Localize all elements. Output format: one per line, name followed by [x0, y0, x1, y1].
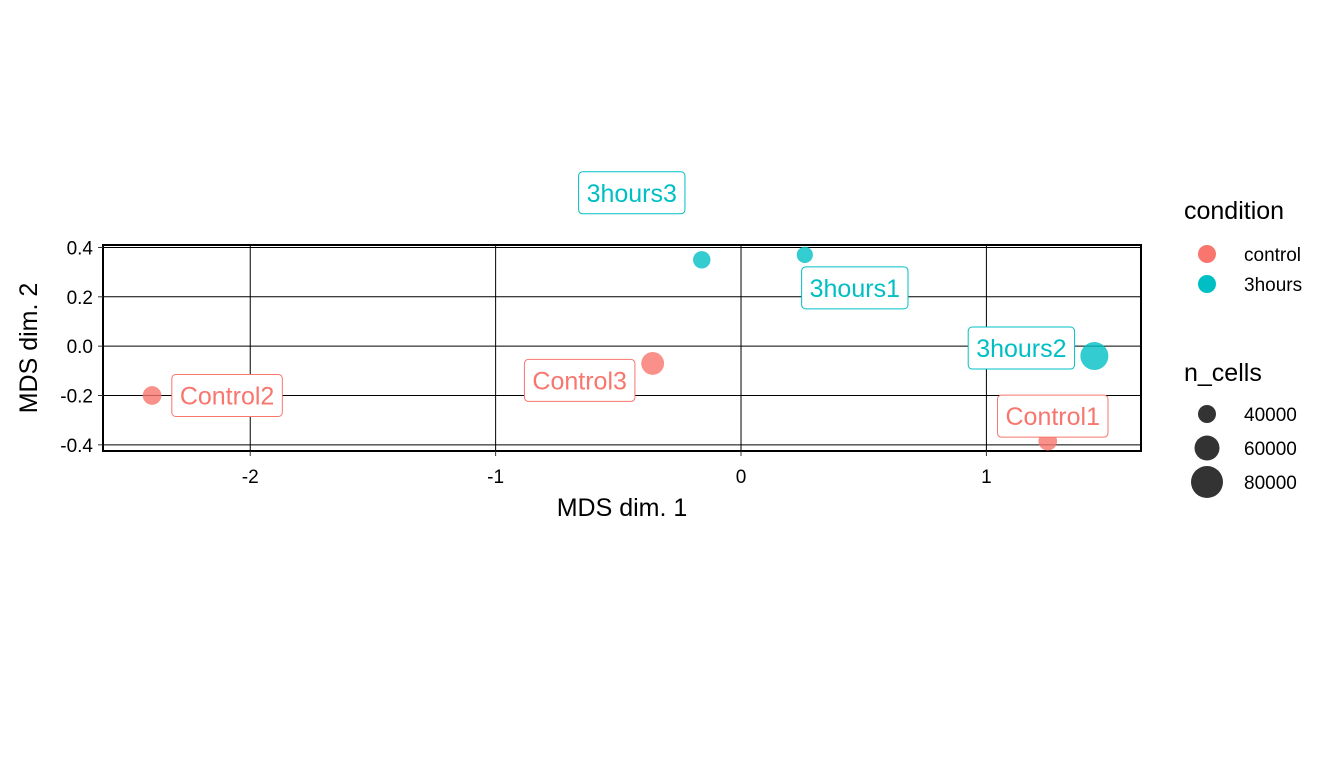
x-tick-label: 0	[736, 467, 747, 488]
plot-panel-border	[102, 244, 1142, 452]
label-text: 3hours3	[587, 180, 677, 208]
point-labels: Control2 Control3 Control1 3hours3 3hours1 3h…	[171, 171, 1109, 438]
y-tick-label: 0.4	[67, 238, 94, 259]
label-box	[967, 326, 1076, 370]
point-control3	[641, 351, 665, 375]
x-tick-label: -1	[487, 467, 504, 488]
grid-lines	[103, 245, 1141, 451]
label-box	[578, 171, 686, 215]
label-text: 3hours2	[976, 335, 1066, 363]
y-tick-label: 0.0	[67, 337, 93, 358]
point-3hours3	[693, 251, 711, 269]
point-control2	[142, 386, 162, 405]
x-tick-label: 1	[981, 467, 992, 488]
legend-label-3hours: 3hours	[1244, 275, 1302, 296]
legend-condition-title: condition	[1184, 197, 1284, 225]
y-axis-title: MDS dim. 2	[15, 283, 43, 414]
x-axis: -2 -1 0 1	[242, 451, 992, 488]
legend-size-label: 40000	[1244, 405, 1297, 426]
x-tick-label: -2	[242, 467, 259, 488]
y-tick-label: -0.4	[60, 436, 93, 457]
label-box	[523, 358, 636, 402]
label-text: 3hours1	[810, 275, 900, 303]
legend-size-label: 80000	[1244, 473, 1297, 494]
point-label-control2: Control2	[171, 373, 283, 417]
label-text: Control1	[1006, 403, 1101, 431]
label-text: Control2	[180, 382, 275, 410]
legend-swatch-3hours	[1198, 275, 1216, 293]
label-box	[997, 394, 1109, 438]
point-label-3hours3: 3hours3	[578, 171, 686, 215]
legend-size-label: 60000	[1244, 439, 1297, 460]
data-points	[142, 246, 1109, 451]
point-label-3hours1: 3hours1	[801, 266, 909, 310]
point-label-control3: Control3	[523, 358, 636, 402]
y-tick-label: 0.2	[67, 288, 93, 309]
y-axis: 0.4 0.2 0.0 -0.2 -0.4	[60, 238, 103, 457]
y-tick-label: -0.2	[60, 386, 93, 407]
point-label-control1: Control1	[997, 394, 1109, 438]
x-axis-title: MDS dim. 1	[557, 494, 688, 522]
legend-size-swatch	[1198, 405, 1216, 423]
label-box	[801, 266, 909, 310]
point-label-3hours2: 3hours2	[967, 326, 1076, 370]
label-text: Control3	[532, 367, 627, 395]
legend-size-swatch	[1191, 466, 1223, 498]
legend-size-items: 40000 60000 80000	[1191, 405, 1297, 498]
point-3hours2	[1080, 342, 1109, 371]
legend: condition control 3hours n_cells 40000 600…	[1184, 197, 1302, 498]
legend-condition-items: control 3hours	[1198, 245, 1302, 296]
legend-size-title: n_cells	[1184, 359, 1262, 387]
legend-swatch-control	[1198, 245, 1216, 263]
point-3hours1	[796, 246, 813, 263]
legend-label-control: control	[1244, 245, 1301, 266]
legend-size-swatch	[1194, 435, 1220, 461]
label-box	[171, 373, 283, 417]
